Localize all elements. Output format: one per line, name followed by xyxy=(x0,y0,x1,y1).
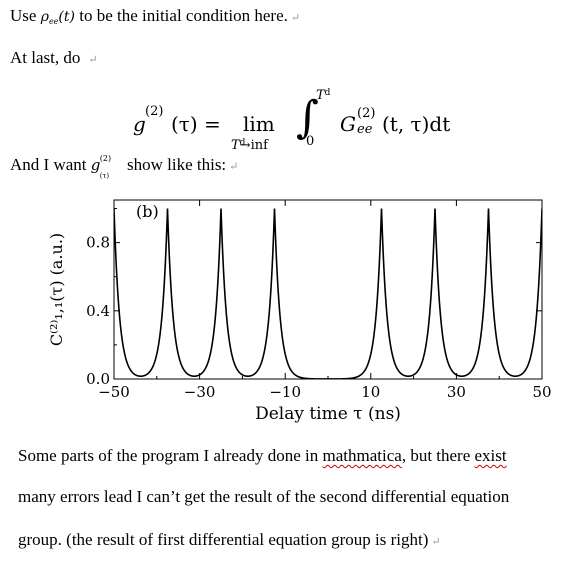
eq-lim: lim xyxy=(243,112,275,136)
correlation-chart: −50 −30 −10 10 30 50 0.0 0.4 0.8 (b) Delay time τ … xyxy=(47,199,552,424)
eq-integrand: G xyxy=(340,112,356,136)
eq-lower-limit: 0 xyxy=(306,134,315,149)
para1-text: Some parts of the program I already done… xyxy=(18,446,323,465)
paragraph-mark: ↵ xyxy=(229,161,239,173)
x-tick-label: 50 xyxy=(532,383,551,401)
paragraph-mark: ↵ xyxy=(431,536,441,548)
paragraph-2: many errors lead I can’t get the result … xyxy=(18,487,509,507)
want-text-after: show like this: xyxy=(126,155,227,174)
misspelled-word: mathmatica xyxy=(322,446,402,465)
x-tick-label: −30 xyxy=(184,383,216,401)
y-tick-label: 0.8 xyxy=(86,234,110,252)
paragraph-3: group. (the result of first differential… xyxy=(18,530,441,550)
y-tick-label: 0.4 xyxy=(86,302,110,320)
x-tick-label: −10 xyxy=(269,383,301,401)
y-tick-label: 0.0 xyxy=(86,370,110,388)
grammar-flag-word: exist xyxy=(474,446,507,465)
paragraph-mark: ↵ xyxy=(88,54,98,66)
eq-lhs: g xyxy=(133,112,146,136)
want-text-before: And I want xyxy=(10,155,87,174)
integral-sign: ∫ xyxy=(296,92,319,143)
panel-label: (b) xyxy=(136,202,159,221)
x-tick-label: −50 xyxy=(98,383,130,401)
paragraph-1: Some parts of the program I already done… xyxy=(18,446,507,466)
want-line: And I want g (2) (τ) show like this: ↵ xyxy=(10,154,239,180)
x-axis-label: Delay time τ (ns) xyxy=(255,404,401,424)
para2-text: many errors lead I can’t get the result … xyxy=(18,487,510,506)
eq-lhs-arg: (τ) = xyxy=(171,112,221,136)
paragraph-mark: ↵ xyxy=(290,12,301,24)
at-last-text: At last, do xyxy=(10,48,81,67)
series-line xyxy=(114,208,542,379)
intro-text-after: to be the initial condition here. xyxy=(79,6,288,25)
x-tick-label: 30 xyxy=(447,383,466,401)
eq-integrand-arg: (t, τ)dt xyxy=(382,112,451,136)
intro-text-before: Use xyxy=(10,6,37,25)
at-last-line: At last, do ↵ xyxy=(10,48,98,70)
eq-lhs-sup: (2) xyxy=(145,104,164,119)
eq-integrand-sub: ee xyxy=(357,122,373,137)
para1-text-mid: , but there xyxy=(401,446,475,465)
intro-line: Use ρee(t) to be the initial condition h… xyxy=(10,6,300,32)
para3-text: group. (the result of first differential… xyxy=(18,530,429,549)
g2-symbol: g (2) (τ) xyxy=(90,154,112,180)
rho-symbol: ρee(t) xyxy=(40,9,75,26)
eq-integrand-sup: (2) xyxy=(357,106,376,121)
x-tick-label: 10 xyxy=(361,383,380,401)
y-axis-label: C⁽²⁾₁,₁(τ) (a.u.) xyxy=(47,233,66,346)
